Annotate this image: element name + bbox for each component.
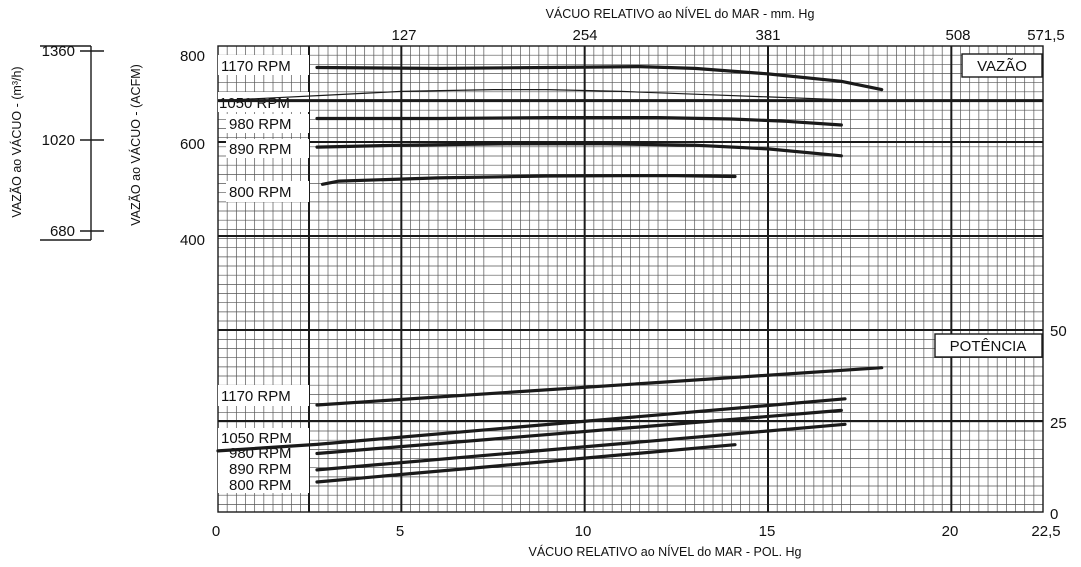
flow-series-label-800: 800 RPM [229,184,292,201]
m3h-tick-label: 680 [50,223,75,240]
acfm-tick-label: 800 [180,48,205,65]
label-bg [218,55,309,75]
power-series-label-890: 890 RPM [229,461,292,478]
power-series-label-1170: 1170 RPM [221,388,291,405]
x-bottom-tick-label: 0 [212,523,220,540]
x-top-tick-label: 127 [391,27,416,44]
m3h-scale: 1360 1020 680 [40,43,104,241]
power-series-line-980 [315,408,843,456]
acfm-tick-label: 400 [180,232,205,249]
power-panel-label-box: POTÊNCIA [934,333,1043,358]
flow-series-line-890 [315,142,843,158]
flow-series-line-1050 [217,88,883,102]
plot-frame [217,45,1044,513]
x-top-tick-label: 254 [572,27,597,44]
flow-series-label-890: 890 RPM [229,141,292,158]
x-bottom-tick-label: 5 [396,523,404,540]
x-axis-bottom-title: VÁCUO RELATIVO ao NÍVEL do MAR - POL. Hg [528,544,801,559]
flow-series-label-1170: 1170 RPM [221,58,291,75]
x-top-tick-label: 571,5 [1027,27,1065,44]
power-series-line-890 [315,422,847,472]
x-bottom-tick-label: 20 [942,523,959,540]
label-bg [218,428,309,493]
label-bg [218,385,309,406]
flow-series-line-1170 [315,64,884,92]
y-axis-m3h-title: VAZÃO ao VÁCUO - (m³/h) [9,66,24,217]
m3h-tick-label: 1360 [42,43,75,60]
power-tick-label: 50 [1050,323,1067,340]
power-series-line-1170 [315,366,884,407]
power-panel-label: POTÊNCIA [950,338,1027,355]
flow-panel-box [961,53,1043,78]
power-series-label-1050: 1050 RPM [221,430,292,447]
x-bottom-tick-label: 10 [575,523,592,540]
x-bottom-tick-label: 15 [759,523,776,540]
x-top-tick-label: 508 [945,27,970,44]
label-bg [226,139,309,158]
label-bg [226,181,309,202]
power-series-label-800: 800 RPM [229,477,292,494]
power-tick-label: 25 [1050,415,1067,432]
rpm-label-backgrounds [218,55,309,493]
power-series-line-800 [315,443,737,484]
x-axis-top-title: VÁCUO RELATIVO ao NÍVEL do MAR - mm. Hg [546,6,815,21]
x-bottom-tick-label: 22,5 [1031,523,1060,540]
chart-series [216,64,1043,484]
flow-series-label-980: 980 RPM [229,116,292,133]
label-bg [226,114,309,133]
flow-panel-label: VAZÃO [977,58,1027,75]
power-tick-label: 0 [1050,506,1058,523]
y-axis-acfm-title: VAZÃO ao VÁCUO - (ACFM) [128,64,143,226]
power-series-line-1050 [216,397,847,453]
m3h-tick-label: 1020 [42,132,75,149]
power-panel-box [934,333,1043,358]
chart-grid [217,45,1044,513]
x-top-tick-label: 381 [755,27,780,44]
flow-series-line-980 [315,115,843,127]
flow-series-line-800 [320,174,737,186]
flow-panel-label-box: VAZÃO [961,53,1043,78]
acfm-tick-label: 600 [180,136,205,153]
